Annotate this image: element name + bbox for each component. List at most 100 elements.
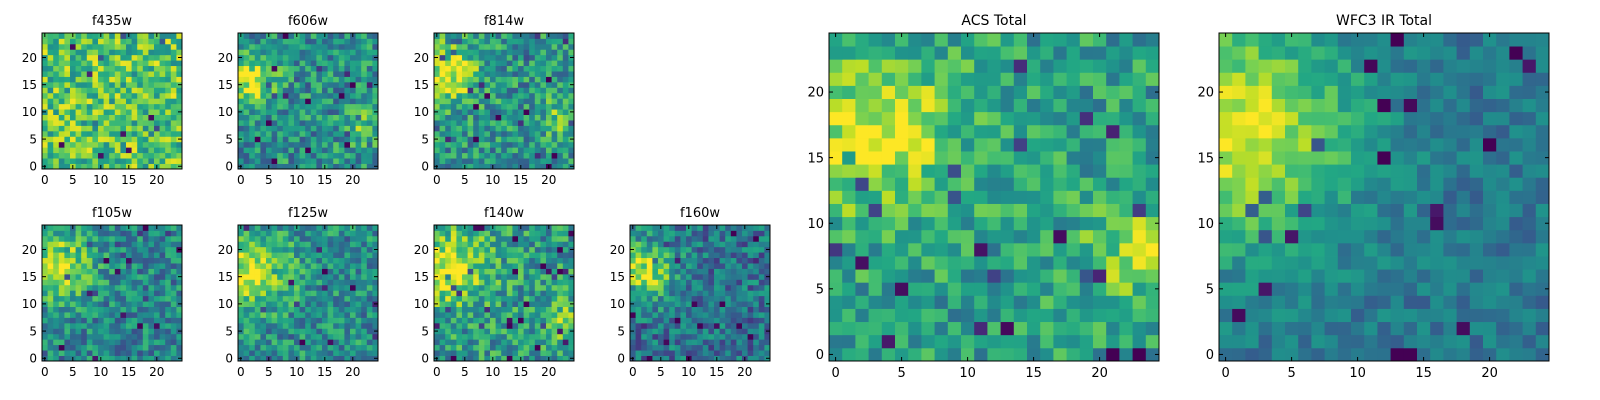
heatmap-cell xyxy=(490,120,496,126)
heatmap-cell xyxy=(338,268,345,275)
heatmap-cell xyxy=(366,312,373,318)
heatmap-cell xyxy=(142,76,149,83)
heatmap-cell xyxy=(288,268,295,275)
heatmap-cell xyxy=(725,350,732,356)
heatmap-cell xyxy=(495,71,502,77)
heatmap-cell xyxy=(299,136,306,143)
heatmap-cell xyxy=(372,317,379,324)
heatmap-cell xyxy=(473,33,480,39)
heatmap-cell xyxy=(568,268,575,275)
heatmap-cell xyxy=(271,230,278,237)
heatmap-cell xyxy=(523,312,530,318)
heatmap-cell xyxy=(730,306,737,313)
heatmap-cell xyxy=(271,114,278,121)
heatmap-cell xyxy=(238,71,244,77)
y-tick-label: 15 xyxy=(22,78,37,92)
heatmap-cell xyxy=(86,109,93,115)
heatmap-cell xyxy=(249,225,256,231)
heatmap-cell xyxy=(495,141,502,148)
heatmap-cell xyxy=(310,152,317,159)
heatmap-cell xyxy=(490,130,496,137)
heatmap-cell xyxy=(344,257,351,264)
heatmap-cell xyxy=(540,130,547,137)
heatmap-cell xyxy=(70,109,76,115)
heatmap-cell xyxy=(490,241,496,248)
heatmap-cell xyxy=(450,141,457,148)
heatmap-cell xyxy=(652,273,659,280)
heatmap-cell xyxy=(445,230,452,237)
heatmap-cell xyxy=(75,71,82,77)
heatmap-cell xyxy=(53,350,60,356)
heatmap-cell xyxy=(895,177,909,191)
axes-frame xyxy=(237,224,379,362)
heatmap-cell xyxy=(546,103,552,110)
heatmap-cell xyxy=(266,65,272,72)
heatmap-cell xyxy=(562,246,569,253)
heatmap-cell xyxy=(254,152,261,159)
heatmap-cell xyxy=(266,273,272,280)
heatmap-cell xyxy=(467,263,474,269)
heatmap-cell xyxy=(534,152,541,159)
heatmap-cell xyxy=(355,252,362,259)
heatmap-cell xyxy=(680,230,687,237)
heatmap-cell xyxy=(742,301,748,307)
heatmap-cell xyxy=(495,125,502,132)
heatmap-cell xyxy=(562,136,569,143)
heatmap-cell xyxy=(1079,256,1094,270)
heatmap-cell xyxy=(868,308,883,323)
heatmap-cell xyxy=(260,103,267,110)
heatmap-cell xyxy=(366,81,373,88)
heatmap-cell xyxy=(855,321,869,336)
heatmap-cell xyxy=(568,103,575,110)
heatmap-cell xyxy=(506,136,513,143)
heatmap-cell xyxy=(64,120,71,126)
heatmap-cell xyxy=(350,252,356,259)
heatmap-cell xyxy=(142,344,149,351)
heatmap-cell xyxy=(126,81,132,88)
heatmap-cell xyxy=(271,125,278,132)
heatmap-cell xyxy=(1040,347,1054,362)
heatmap-cell xyxy=(137,76,144,83)
heatmap-cell xyxy=(333,241,340,248)
heatmap-cell xyxy=(473,273,480,280)
heatmap-cell xyxy=(47,136,54,143)
heatmap-cell xyxy=(506,76,513,83)
heatmap-cell xyxy=(546,98,552,105)
heatmap-cell xyxy=(355,306,362,313)
heatmap-cell xyxy=(288,295,295,302)
heatmap-cell xyxy=(702,350,709,356)
heatmap-cell xyxy=(630,295,636,302)
heatmap-cell xyxy=(176,152,183,159)
heatmap-cell xyxy=(742,273,748,280)
heatmap-cell xyxy=(674,263,681,269)
heatmap-cell xyxy=(1066,334,1081,349)
heatmap-cell xyxy=(1027,177,1041,191)
heatmap-cell xyxy=(557,54,564,61)
heatmap-cell xyxy=(271,98,278,105)
heatmap-cell xyxy=(669,235,676,242)
heatmap-cell xyxy=(338,284,345,291)
heatmap-cell xyxy=(176,284,183,291)
heatmap-cell xyxy=(652,263,659,269)
heatmap-cell xyxy=(1027,269,1041,283)
heatmap-cell xyxy=(557,230,564,237)
heatmap-cell xyxy=(829,229,843,244)
heatmap-cell xyxy=(372,322,379,329)
heatmap-cell xyxy=(305,333,312,340)
heatmap-cell xyxy=(1106,203,1120,218)
heatmap-cell xyxy=(288,136,295,143)
heatmap-cell xyxy=(546,152,552,159)
heatmap-cell xyxy=(714,350,720,356)
heatmap-cell xyxy=(473,136,480,143)
heatmap-cell xyxy=(868,190,883,204)
heatmap-cell xyxy=(730,252,737,259)
heatmap-cell xyxy=(512,92,519,99)
heatmap-cell xyxy=(641,301,648,307)
heatmap-cell xyxy=(551,114,558,121)
heatmap-cell xyxy=(271,257,278,264)
heatmap-cell xyxy=(512,339,519,346)
heatmap-cell xyxy=(646,235,653,242)
heatmap-cell xyxy=(467,339,474,346)
heatmap-cell xyxy=(271,290,278,297)
heatmap-cell xyxy=(1040,216,1054,231)
